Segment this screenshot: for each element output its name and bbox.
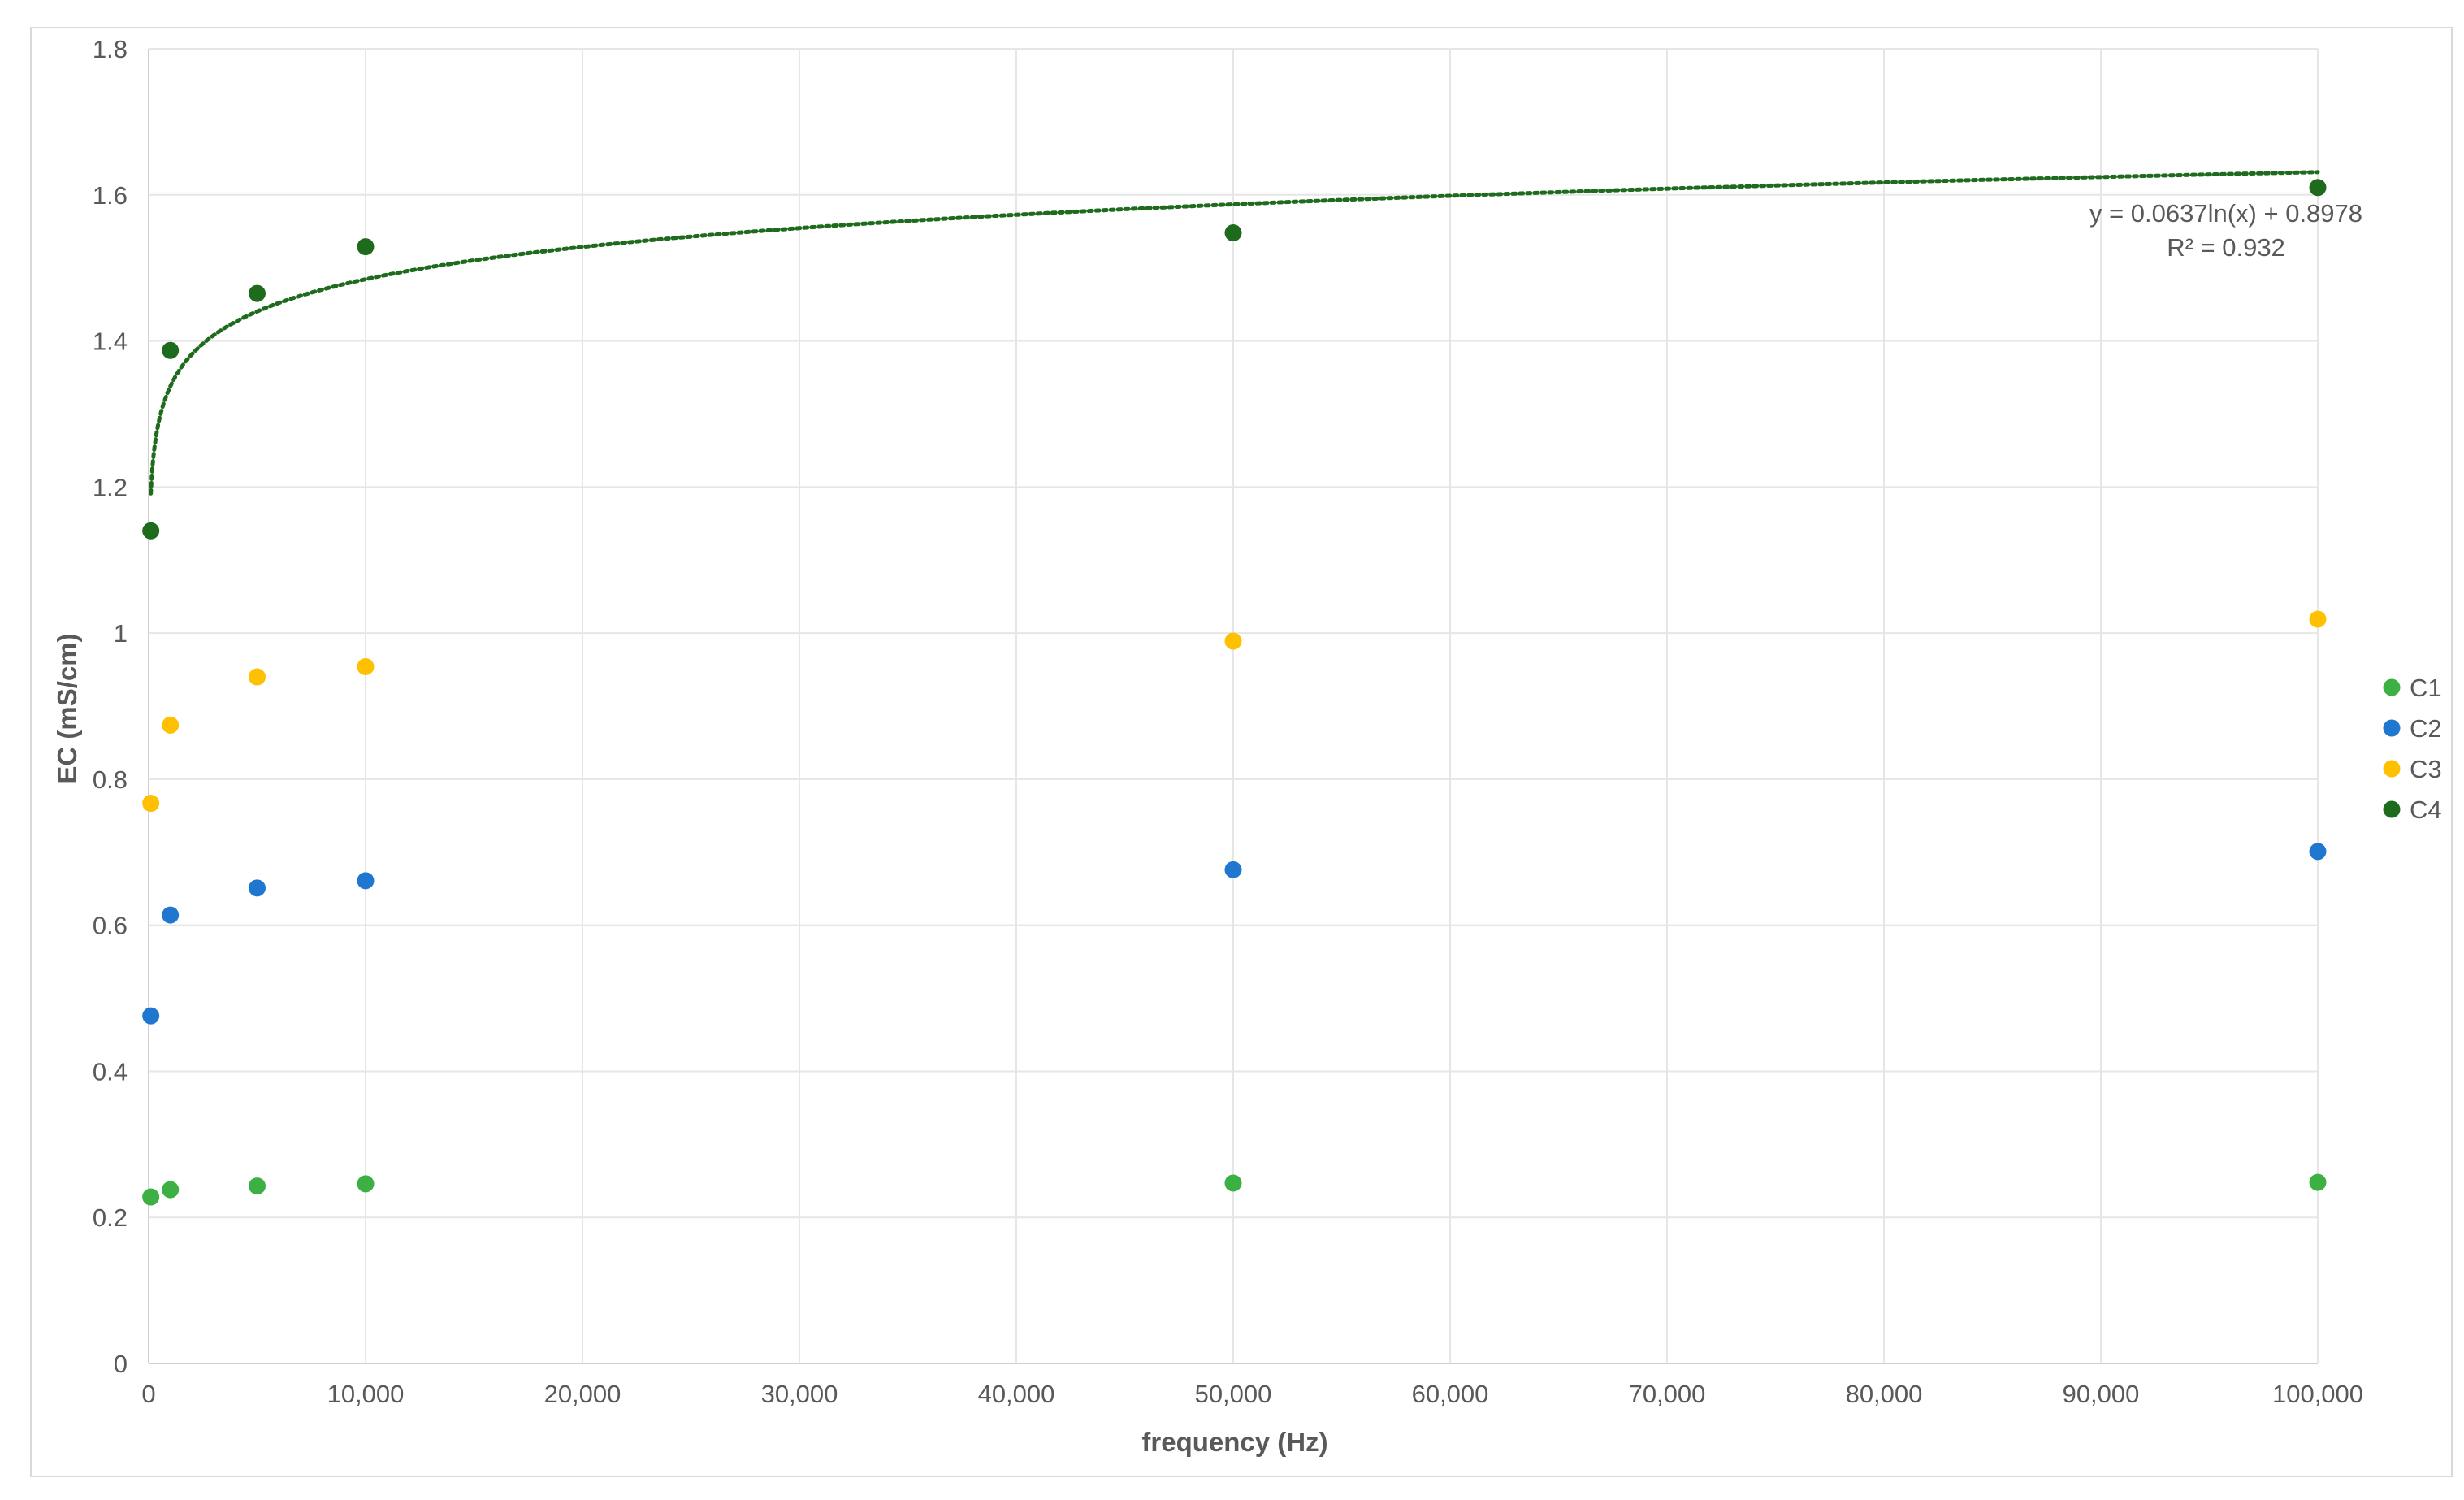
data-point-c3: [1224, 632, 1242, 650]
x-tick-label: 40,000: [978, 1380, 1055, 1408]
data-point-c1: [142, 1188, 160, 1206]
x-tick-label: 50,000: [1195, 1380, 1272, 1408]
legend-label-c1: C1: [2410, 674, 2442, 702]
data-point-c1: [1224, 1174, 1242, 1192]
x-tick-label: 60,000: [1412, 1380, 1489, 1408]
data-point-c3: [2309, 610, 2327, 628]
y-tick-label: 0.6: [93, 912, 128, 940]
x-tick-label: 20,000: [544, 1380, 621, 1408]
data-point-c2: [249, 879, 266, 897]
x-tick-labels: 0 10,000 20,000 30,000 40,000 50,000 60,000 70,…: [141, 1380, 2363, 1408]
data-point-c2: [357, 872, 375, 890]
y-tick-labels: 0 0.2 0.4 0.6 0.8 1 1.2 1.4 1.6 1.8: [93, 35, 128, 1378]
trendline-equation: y = 0.0637ln(x) + 0.8978: [2089, 199, 2362, 228]
y-tick-label: 0.8: [93, 765, 128, 794]
axes: [148, 49, 2318, 1364]
data-point-c1: [249, 1177, 266, 1195]
y-tick-label: 0.2: [93, 1203, 128, 1232]
y-axis-title: EC (mS/cm): [52, 633, 82, 783]
data-point-c2: [162, 906, 180, 924]
y-tick-label: 1: [114, 619, 128, 648]
legend-label-c2: C2: [2410, 714, 2442, 743]
legend: C1 C2 C3 C4: [2383, 674, 2442, 824]
trendline-layer: [149, 170, 2320, 496]
x-tick-label: 90,000: [2063, 1380, 2140, 1408]
x-tick-label: 10,000: [327, 1380, 405, 1408]
data-point-c4: [249, 284, 266, 302]
data-point-c1: [357, 1175, 375, 1193]
x-tick-label: 70,000: [1629, 1380, 1706, 1408]
data-point-c3: [142, 795, 160, 813]
data-point-c2: [142, 1007, 160, 1025]
legend-label-c4: C4: [2410, 796, 2442, 824]
y-tick-label: 1.2: [93, 473, 128, 501]
data-point-c4: [2309, 179, 2327, 197]
legend-marker-c3: [2383, 760, 2401, 778]
data-point-c3: [162, 716, 180, 734]
data-point-c4: [142, 522, 160, 540]
y-tick-label: 0.4: [93, 1057, 128, 1086]
x-tick-label: 0: [141, 1380, 155, 1408]
y-tick-label: 1.8: [93, 35, 128, 63]
y-tick-label: 1.4: [93, 327, 128, 356]
data-point-c3: [249, 668, 266, 686]
chart-area-border: [30, 27, 2453, 1477]
legend-label-c3: C3: [2410, 755, 2442, 783]
y-tick-label: 1.6: [93, 181, 128, 210]
trendline-r-squared: R² = 0.932: [2167, 233, 2285, 262]
data-point-c3: [357, 657, 375, 675]
x-tick-label: 100,000: [2272, 1380, 2363, 1408]
data-points: [142, 179, 2327, 1206]
data-point-c4: [1224, 224, 1242, 242]
legend-marker-c4: [2383, 800, 2401, 818]
data-point-c1: [162, 1181, 180, 1199]
legend-marker-c1: [2383, 678, 2401, 696]
x-tick-label: 80,000: [1846, 1380, 1923, 1408]
trendline-c4: [149, 170, 2320, 496]
data-point-c1: [2309, 1173, 2327, 1191]
y-tick-label: 0: [114, 1350, 128, 1378]
data-point-c2: [1224, 861, 1242, 878]
data-point-c4: [357, 238, 375, 256]
data-point-c2: [2309, 843, 2327, 861]
x-axis-title: frequency (Hz): [1141, 1427, 1327, 1457]
data-point-c4: [162, 341, 180, 359]
x-tick-label: 30,000: [761, 1380, 838, 1408]
legend-marker-c2: [2383, 719, 2401, 737]
